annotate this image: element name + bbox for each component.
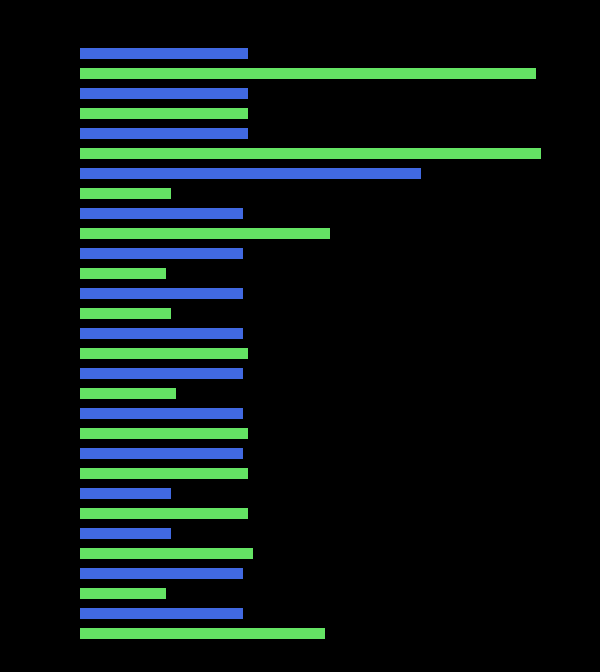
bar-20: [80, 448, 243, 459]
bar-8: [80, 208, 243, 219]
bar-28: [80, 608, 243, 619]
bar-23: [80, 508, 248, 519]
bar-24: [80, 528, 171, 539]
bar-3: [80, 108, 248, 119]
bar-29: [80, 628, 325, 639]
bar-17: [80, 388, 176, 399]
bar-27: [80, 588, 166, 599]
bar-22: [80, 488, 171, 499]
bar-6: [80, 168, 421, 179]
bar-chart: [0, 0, 600, 672]
bar-5: [80, 148, 541, 159]
bar-0: [80, 48, 248, 59]
bar-2: [80, 88, 248, 99]
bar-15: [80, 348, 248, 359]
bar-13: [80, 308, 171, 319]
bar-7: [80, 188, 171, 199]
bar-10: [80, 248, 243, 259]
bar-18: [80, 408, 243, 419]
bar-11: [80, 268, 166, 279]
bar-14: [80, 328, 243, 339]
bar-19: [80, 428, 248, 439]
bar-25: [80, 548, 253, 559]
bar-16: [80, 368, 243, 379]
bar-21: [80, 468, 248, 479]
bar-4: [80, 128, 248, 139]
bar-12: [80, 288, 243, 299]
bar-26: [80, 568, 243, 579]
bar-9: [80, 228, 330, 239]
bar-1: [80, 68, 536, 79]
